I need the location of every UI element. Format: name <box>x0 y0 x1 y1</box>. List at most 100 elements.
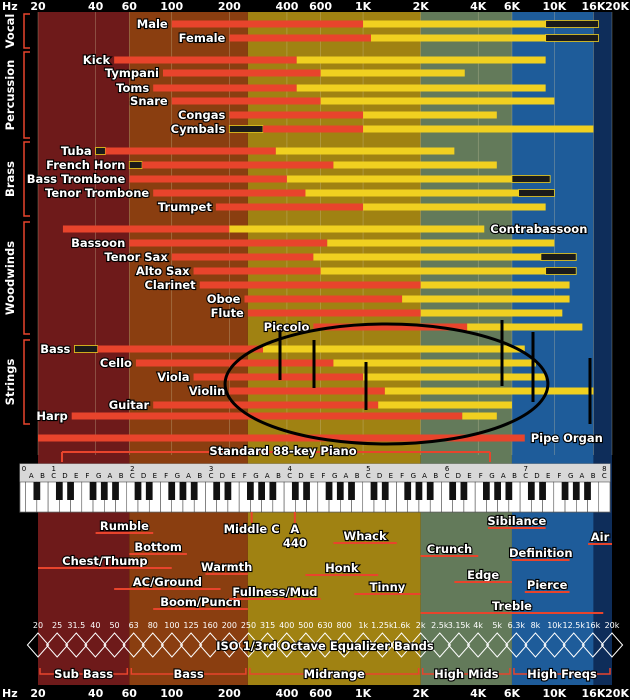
range-bar <box>153 189 306 197</box>
frequency-bands: Sub Bass Bass Midrange High Mids High Freqs <box>39 666 611 682</box>
range-bar <box>263 125 364 133</box>
bottom-axis: Hz 20 40 60 100 200 400 600 1K 2K 4K 6K 10K 16K 20K <box>2 687 629 700</box>
axis-tick-label: 20K <box>605 687 629 700</box>
region-label: Edge <box>467 568 499 582</box>
key-letter: G <box>489 472 494 480</box>
piano-label: Standard 88-key Piano <box>209 444 356 458</box>
instrument-label: Congas <box>178 108 226 122</box>
instrument-label: Female <box>179 31 226 45</box>
eq-band-label: 3.15k <box>448 621 471 630</box>
eq-band-label: 1k <box>358 621 368 630</box>
key-letter: G <box>96 472 101 480</box>
axis-tick-label: 400 <box>275 687 298 700</box>
eq-band-label: 1.25k <box>371 621 394 630</box>
instrument-label: Piccolo <box>264 320 310 334</box>
instrument-label: Contrabassoon <box>490 222 587 236</box>
instrument-label: Alto Sax <box>136 264 190 278</box>
range-bar <box>327 239 555 247</box>
black-key <box>426 482 434 500</box>
eq-band-label: 10k <box>547 621 562 630</box>
annotation-ellipse <box>223 322 550 446</box>
instrument-label: Harp <box>36 409 67 423</box>
key-letter: G <box>175 472 180 480</box>
black-key <box>134 482 142 500</box>
instrument-label: French Horn <box>46 158 125 172</box>
axis-tick-label: 4K <box>470 687 487 700</box>
instrument-label: Violin <box>189 384 226 398</box>
frequency-zone <box>511 12 594 685</box>
band-bracket <box>249 668 420 675</box>
range-bar <box>402 295 570 303</box>
black-key <box>505 482 513 500</box>
eq-band-label: 500 <box>298 621 313 630</box>
black-key <box>100 482 108 500</box>
eq-band-diamond <box>600 632 624 658</box>
region-sublabel: 440 <box>283 536 307 550</box>
key-letter: A <box>344 472 349 480</box>
axis-tick-label: 600 <box>309 0 332 13</box>
eq-band-label: 400 <box>279 621 294 630</box>
key-letter: G <box>253 472 258 480</box>
eq-band-label: 63 <box>129 621 139 630</box>
group-label: Vocal <box>3 14 17 49</box>
key-letter: A <box>501 472 506 480</box>
instrument-label: Bassoon <box>71 236 125 250</box>
octave-number: 3 <box>209 465 213 473</box>
eq-band-label: 160 <box>203 621 218 630</box>
axis-unit-label: Hz <box>2 0 18 13</box>
instrument-groups: Vocal Percussion Brass Woodwinds Strings <box>2 13 30 425</box>
eq-band-label: 5k <box>492 621 502 630</box>
instrument-label: Tenor Trombone <box>45 186 149 200</box>
white-key <box>598 481 611 513</box>
axis-tick-label: 16K <box>582 687 606 700</box>
group-label: Strings <box>3 359 17 406</box>
range-bar <box>38 434 525 442</box>
range-bar <box>462 412 497 420</box>
eq-band-label: 16k <box>585 621 600 630</box>
octave-number: 1 <box>51 465 55 473</box>
eq-band-label: 20 <box>33 621 43 630</box>
region-label: Middle C <box>224 522 280 536</box>
key-letter: B <box>276 472 281 480</box>
key-letter: D <box>62 472 67 480</box>
black-key <box>404 482 412 500</box>
eq-band-diamond <box>160 632 184 658</box>
group-bracket <box>23 51 30 139</box>
key-letter: C <box>445 472 450 480</box>
axis-tick-label: 60 <box>122 0 138 13</box>
range-bar <box>142 161 334 169</box>
range-bar <box>467 323 583 331</box>
key-letter: B <box>119 472 124 480</box>
eq-band-diamond <box>505 632 528 658</box>
axis-tick-label: 1K <box>355 0 372 13</box>
axis-tick-label: 10K <box>542 0 566 13</box>
eq-band-diamond <box>218 632 241 658</box>
region-label: Warmth <box>201 560 252 574</box>
black-key <box>145 482 153 500</box>
eq-band-diamond <box>466 632 490 658</box>
key-letter: D <box>377 472 382 480</box>
black-key <box>381 482 389 500</box>
black-key <box>179 482 187 500</box>
black-key <box>213 482 221 500</box>
axis-unit-label: Hz <box>2 687 18 700</box>
range-bar <box>333 161 497 169</box>
axis-tick-label: 16K <box>582 0 606 13</box>
band-bracket <box>421 668 511 675</box>
instrument-label: Viola <box>157 370 189 384</box>
octave-number: 5 <box>366 465 370 473</box>
range-bar <box>545 34 599 42</box>
eq-band-diamond <box>447 632 471 658</box>
eq-band-diamond <box>26 632 50 658</box>
eq-band-label: 1.6k <box>393 621 411 630</box>
region-label: Fullness/Mud <box>232 585 317 599</box>
range-bar <box>74 345 99 353</box>
key-letter: A <box>108 472 113 480</box>
key-letter: F <box>557 472 561 480</box>
octave-number: 6 <box>445 465 450 473</box>
range-bar <box>128 161 143 169</box>
key-letter: B <box>591 472 596 480</box>
eq-band-label: 20k <box>605 621 620 630</box>
